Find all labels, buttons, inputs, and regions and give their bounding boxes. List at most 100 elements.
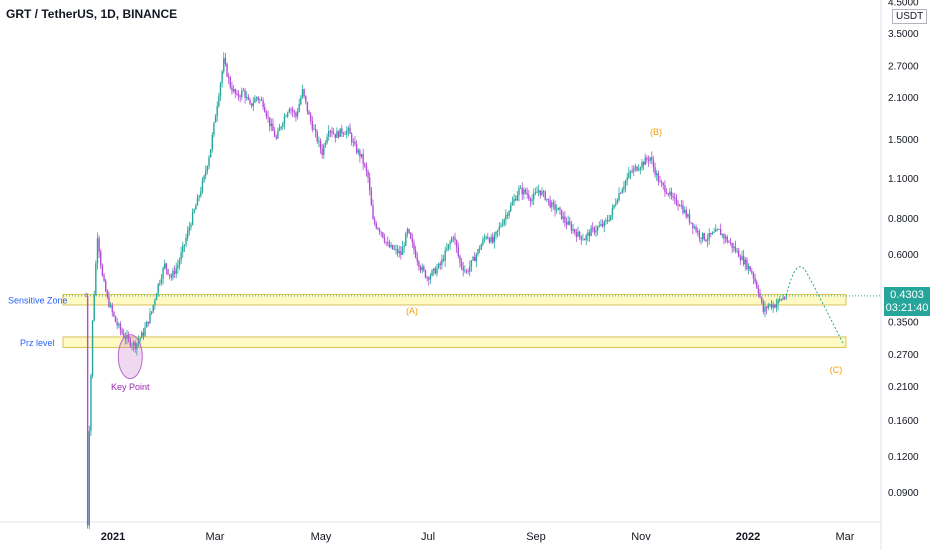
candle-body (383, 237, 386, 242)
candle-body (185, 237, 187, 245)
candle-body (195, 205, 197, 210)
candle-body (193, 209, 195, 213)
candle-body (736, 250, 738, 252)
candle-body (721, 234, 724, 236)
candle-body (639, 167, 642, 170)
candle-body (652, 160, 655, 168)
candle-body (477, 249, 479, 255)
y-tick-label: 2.7000 (888, 62, 919, 73)
candle-body (698, 231, 701, 238)
candle-body (451, 238, 453, 242)
chart-title: GRT / TetherUS, 1D, BINANCE (6, 7, 178, 21)
candle-body (272, 123, 274, 131)
candle-body (616, 200, 619, 204)
candle-body (674, 197, 676, 199)
y-tick-label: 0.2700 (888, 350, 919, 361)
candle-body (111, 305, 113, 312)
candle-body (705, 239, 707, 242)
candle-body (285, 116, 287, 118)
candle-body (659, 181, 661, 183)
candle-body (114, 315, 117, 323)
candle-body (124, 336, 127, 339)
candle-body (398, 251, 400, 254)
candle-body (237, 93, 240, 97)
candle-body (434, 268, 437, 274)
candle-body (585, 235, 587, 240)
candle-body (498, 226, 500, 231)
candle-body (559, 207, 561, 210)
candle-body (454, 237, 456, 241)
candle-body (196, 197, 199, 206)
candle-body (234, 89, 236, 94)
candle-body (367, 171, 369, 178)
candle-body (113, 311, 115, 316)
candle-body (711, 232, 714, 235)
candle-body (332, 133, 335, 134)
candle-body (242, 90, 245, 92)
candle-body (165, 263, 168, 270)
candle-body (460, 262, 463, 267)
candle-body (413, 242, 415, 251)
candle-body (106, 291, 109, 297)
candle-body (155, 294, 158, 301)
candle-body (775, 304, 778, 308)
candle-body (223, 58, 225, 72)
candle-body (555, 209, 558, 211)
candle-body (213, 122, 215, 135)
annotation-label: (B) (650, 127, 662, 137)
candle-body (329, 131, 332, 132)
candle-body (341, 128, 343, 134)
candle-body (539, 190, 541, 195)
candle-body (690, 222, 692, 224)
candle-body (91, 320, 94, 376)
candle-body (447, 244, 450, 249)
prz-zone-box (62, 336, 847, 348)
candle-body (700, 237, 702, 239)
candle-body (355, 144, 358, 153)
candle-body (724, 236, 727, 239)
candle-body (473, 257, 476, 262)
candle-body (337, 131, 340, 137)
candle-body (219, 83, 222, 97)
candle-body (132, 342, 135, 346)
candle-body (385, 241, 387, 243)
candle-body (100, 251, 102, 266)
candle-body (516, 195, 519, 201)
candle-body (462, 266, 464, 271)
candle-body (365, 165, 368, 172)
candle-body (703, 233, 705, 240)
candle-body (459, 255, 461, 263)
currency-label[interactable]: USDT (892, 9, 928, 24)
candle-body (305, 95, 307, 102)
candle-body (565, 222, 568, 225)
candle-body (662, 183, 664, 186)
candle-body (738, 250, 740, 258)
candle-body (767, 305, 769, 309)
candle-body (469, 266, 471, 272)
candle-body (314, 128, 317, 132)
x-tick-label: Jul (421, 531, 435, 543)
candle-body (595, 230, 597, 233)
candle-body (770, 304, 773, 308)
candle-body (200, 191, 202, 196)
candle-body (411, 238, 414, 243)
y-tick-label: 0.6000 (888, 250, 919, 261)
candle-body (546, 198, 548, 200)
y-tick-label: 0.2100 (888, 382, 919, 393)
candle-body (549, 199, 551, 208)
candle-body (537, 190, 540, 193)
candle-body (682, 205, 684, 213)
candle-body (765, 306, 768, 309)
x-tick-label: Mar (836, 531, 855, 543)
candle-body (487, 236, 489, 239)
candle-body (324, 142, 327, 146)
candle-body (442, 259, 445, 261)
candle-body (780, 299, 783, 301)
candle-body (441, 259, 443, 265)
candle-body (664, 185, 666, 193)
candle-body (288, 109, 291, 113)
candle-body (246, 96, 248, 98)
candle-body (749, 266, 751, 272)
candle-body (470, 260, 473, 267)
